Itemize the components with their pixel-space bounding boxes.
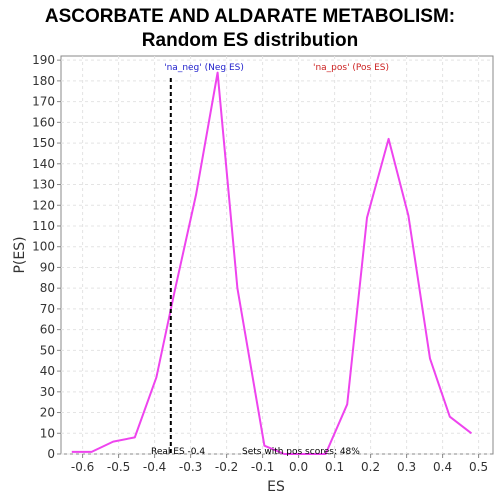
real-es-annotation: Real ES -0.4 [151, 447, 205, 457]
y-tick-label: 70 [40, 302, 55, 316]
chart-subtitle: Random ES distribution [142, 30, 358, 51]
y-tick-label: 180 [32, 74, 55, 88]
chart-title: ASCORBATE AND ALDARATE METABOLISM: [45, 6, 455, 27]
plot-area [60, 55, 494, 455]
x-tick-label: 0.2 [361, 460, 380, 474]
y-tick-label: 160 [32, 115, 55, 129]
y-tick-label: 130 [32, 178, 55, 192]
y-tick-label: 60 [40, 323, 55, 337]
y-tick-label: 20 [40, 406, 55, 420]
y-tick-label: 140 [32, 157, 55, 171]
x-tick-label: 0.0 [289, 460, 308, 474]
pos-es-label: 'na_pos' (Pos ES) [313, 63, 389, 73]
x-tick-label: 0.4 [433, 460, 452, 474]
y-tick-label: 120 [32, 198, 55, 212]
y-tick-label: 0 [47, 447, 55, 461]
y-tick-label: 190 [32, 53, 55, 67]
axis-ticks: 0 10 20 30 40 50 60 70 80 90 100 110 120 130 140 150 160… [32, 53, 488, 474]
y-tick-label: 150 [32, 136, 55, 150]
x-tick-label: -0.1 [251, 460, 274, 474]
y-tick-label: 10 [40, 426, 55, 440]
x-tick-label: 0.5 [469, 460, 488, 474]
x-axis-label: ES [267, 479, 285, 495]
neg-es-label: 'na_neg' (Neg ES) [164, 63, 244, 73]
y-tick-label: 30 [40, 385, 55, 399]
y-tick-label: 80 [40, 281, 55, 295]
x-tick-label: 0.1 [325, 460, 344, 474]
x-tick-label: -0.5 [107, 460, 130, 474]
series-layer [71, 71, 473, 455]
y-tick-label: 50 [40, 343, 55, 357]
y-tick-label: 110 [32, 219, 55, 233]
x-tick-label: -0.3 [179, 460, 202, 474]
pos-scores-annotation: Sets with pos scores: 48% [242, 447, 360, 457]
y-tick-label: 170 [32, 95, 55, 109]
x-tick-label: -0.2 [215, 460, 238, 474]
y-axis-label: P(ES) [12, 236, 28, 273]
y-tick-label: 90 [40, 260, 55, 274]
y-tick-label: 40 [40, 364, 55, 378]
grid [61, 56, 493, 455]
distribution-line [71, 71, 473, 455]
x-tick-label: -0.6 [71, 460, 94, 474]
x-tick-label: -0.4 [143, 460, 166, 474]
y-tick-label: 100 [32, 240, 55, 254]
x-tick-label: 0.3 [397, 460, 416, 474]
